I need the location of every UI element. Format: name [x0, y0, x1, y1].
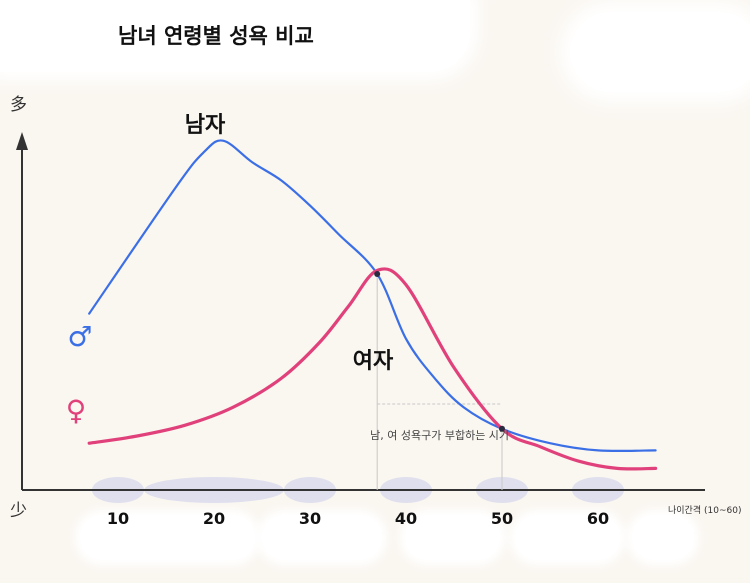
y-axis-arrow — [16, 132, 28, 150]
y-axis-top-label: 多 — [10, 95, 27, 115]
x-axis-unit-label: 나이간격 (10~60) — [668, 504, 741, 516]
decorative-blob — [570, 12, 750, 92]
female-series-line — [87, 267, 658, 471]
decorative-blob — [632, 515, 694, 560]
y-axis-bottom-label: 少 — [10, 501, 27, 521]
x-tick-label: 40 — [395, 509, 417, 528]
decorative-blob — [405, 515, 500, 560]
male-series-label: 남자 — [185, 113, 226, 138]
male-symbol: ♂ — [67, 320, 92, 353]
female-symbol: ♀ — [66, 394, 87, 427]
intersection-point — [374, 271, 381, 277]
intersection-point — [499, 425, 505, 432]
title-backdrop: 남녀 연령별 성욕 비교 — [0, 0, 470, 72]
chart-title: 남녀 연령별 성욕 비교 — [118, 24, 314, 48]
x-tick-label: 60 — [587, 509, 609, 528]
x-tick-label: 10 — [107, 509, 129, 528]
overlap-annotation: 남, 여 성욕구가 부합하는 시기 — [370, 428, 509, 442]
decorative-blob — [515, 515, 620, 560]
x-tick-label: 20 — [203, 509, 225, 528]
decorative-blob — [80, 515, 255, 560]
male-series-line — [88, 139, 657, 453]
decorative-blob — [262, 515, 382, 560]
x-tick-label: 50 — [491, 509, 513, 528]
female-series-label: 여자 — [353, 349, 394, 374]
x-tick-label: 30 — [299, 509, 321, 528]
